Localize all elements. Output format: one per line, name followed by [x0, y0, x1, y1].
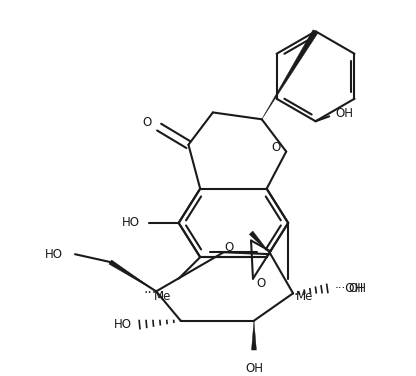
Polygon shape	[262, 30, 318, 119]
Text: HO: HO	[45, 248, 63, 261]
Text: HO: HO	[121, 217, 139, 229]
Text: O: O	[256, 277, 265, 290]
Text: ···OH: ···OH	[335, 282, 364, 295]
Text: O: O	[272, 141, 281, 154]
Text: O: O	[143, 116, 152, 129]
Text: OH: OH	[335, 107, 353, 120]
Text: ···: ···	[293, 288, 306, 302]
Text: HO: HO	[114, 318, 132, 331]
Text: OH: OH	[349, 282, 367, 295]
Text: Me: Me	[296, 290, 313, 303]
Text: OH: OH	[245, 362, 263, 375]
Text: ···: ···	[143, 286, 156, 300]
Polygon shape	[252, 321, 256, 350]
Text: O: O	[224, 241, 233, 254]
Polygon shape	[109, 260, 156, 291]
Polygon shape	[249, 231, 270, 254]
Text: Me: Me	[154, 290, 171, 303]
